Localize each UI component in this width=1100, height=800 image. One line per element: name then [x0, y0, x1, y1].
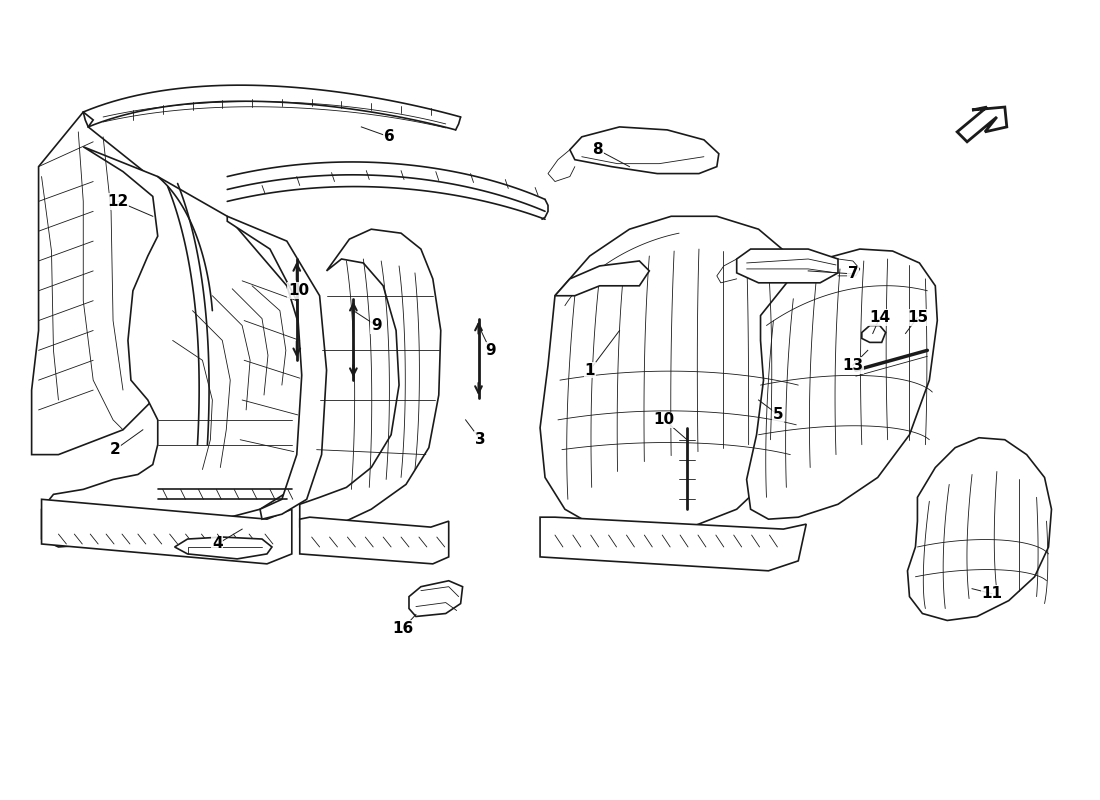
Polygon shape — [42, 499, 292, 564]
Text: 6: 6 — [384, 130, 395, 144]
Polygon shape — [299, 517, 449, 564]
Text: 3: 3 — [475, 432, 486, 447]
Polygon shape — [32, 112, 183, 454]
Polygon shape — [409, 581, 463, 617]
Text: 1: 1 — [584, 362, 595, 378]
Text: 8: 8 — [593, 142, 603, 158]
Polygon shape — [747, 249, 937, 519]
Polygon shape — [540, 216, 808, 534]
Polygon shape — [957, 107, 1006, 142]
Polygon shape — [861, 326, 886, 342]
Polygon shape — [540, 517, 806, 571]
Polygon shape — [908, 438, 1052, 621]
Text: 5: 5 — [773, 407, 783, 422]
Text: 7: 7 — [848, 266, 858, 282]
Text: 4: 4 — [212, 537, 222, 551]
Text: 10: 10 — [653, 412, 674, 427]
Text: 12: 12 — [108, 194, 129, 209]
Text: 2: 2 — [110, 442, 120, 457]
Text: 9: 9 — [485, 343, 496, 358]
Polygon shape — [42, 146, 310, 547]
Polygon shape — [570, 127, 718, 174]
Polygon shape — [556, 261, 649, 296]
Text: 16: 16 — [393, 621, 414, 636]
Text: 11: 11 — [981, 586, 1002, 601]
Text: 9: 9 — [371, 318, 382, 333]
Text: 13: 13 — [843, 358, 864, 373]
Text: 14: 14 — [869, 310, 890, 325]
Polygon shape — [299, 229, 441, 531]
Polygon shape — [737, 249, 838, 283]
Polygon shape — [175, 537, 272, 559]
Text: 15: 15 — [906, 310, 928, 325]
Polygon shape — [228, 216, 327, 519]
Text: 10: 10 — [288, 283, 309, 298]
